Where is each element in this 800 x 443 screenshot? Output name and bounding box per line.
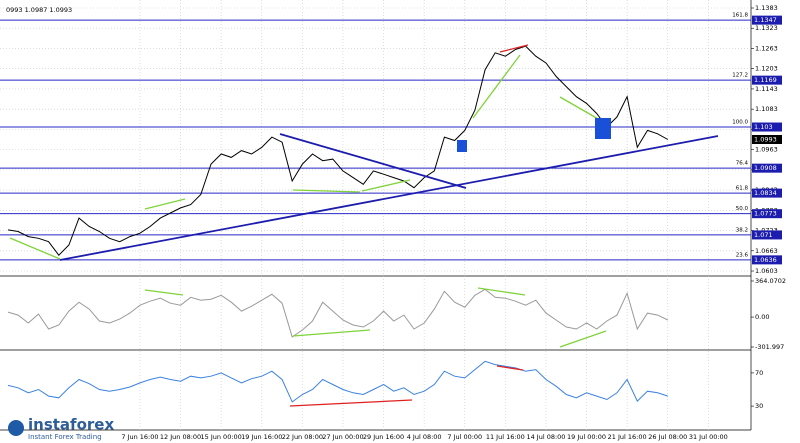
series-line [7, 360, 668, 403]
level-label: 38.2 [736, 227, 748, 233]
level-label: 161.8 [732, 13, 748, 19]
price-tag-label: 1.071 [754, 231, 773, 239]
divergence-line [499, 44, 529, 53]
x-tick-label: 19 Jun 16:00 [241, 433, 282, 441]
y-tick-label: 1.1083 [755, 105, 778, 113]
annotations [9, 44, 719, 407]
x-tick-label: 14 Jul 08:00 [526, 433, 565, 441]
header-text: 0993 1.0987 1.0993 [6, 6, 72, 14]
marker-box [595, 118, 611, 139]
divergence-line [477, 287, 526, 296]
level-label: 127.2 [732, 73, 748, 79]
x-tick-label: 11 Jul 16:00 [486, 433, 525, 441]
y-tick-label: 1.1143 [755, 85, 778, 93]
divergence-line [559, 330, 607, 348]
last-price-label: 1.0993 [754, 136, 777, 144]
x-tick-label: 31 Jul 00:00 [689, 433, 728, 441]
series-line [7, 288, 669, 338]
x-tick-label: 21 Jul 16:00 [608, 433, 647, 441]
x-tick-label: 12 Jun 08:00 [160, 433, 201, 441]
price-tag [752, 122, 782, 132]
x-tick-label: 7 Jun 16:00 [121, 433, 158, 441]
divergence-line [292, 189, 361, 193]
y-tick-label: 364.0702 [755, 277, 786, 285]
price-tag [752, 163, 782, 173]
divergence-line [144, 289, 184, 296]
logo: instaforex Instant Forex Trading [8, 416, 114, 441]
logo-name: instaforex [28, 416, 114, 434]
price-tag-label: 1.0773 [754, 210, 777, 218]
divergence-line [472, 54, 521, 119]
price-tag-label: 1.0834 [754, 189, 777, 197]
trend-line [279, 133, 467, 189]
level-label: 23.6 [736, 252, 749, 258]
divergence-line [292, 329, 371, 337]
price-tag [752, 75, 782, 85]
y-tick-label: 1.1323 [755, 24, 778, 32]
plot-area: 7 Jun 16:00 12 Jun 08:00 15 Jun 00:00 19 Ju… [0, 0, 786, 441]
x-tick-label: 29 Jun 16:00 [363, 433, 404, 441]
x-tick-label: 19 Jul 00:00 [567, 433, 606, 441]
y-tick-label: 1.0603 [755, 267, 778, 275]
y-tick-label: 1.1383 [755, 4, 778, 12]
x-tick-label: 4 Jul 08:00 [407, 433, 442, 441]
logo-icon [8, 420, 24, 436]
y-tick-label: 1.0963 [755, 146, 778, 154]
y-tick-label: 70 [755, 369, 763, 377]
x-tick-label: 7 Jul 00:00 [447, 433, 482, 441]
x-tick-label: 22 Jun 08:00 [282, 433, 323, 441]
x-tick-label: 15 Jun 00:00 [201, 433, 242, 441]
y-tick-label: 30 [755, 402, 763, 410]
price-tag [752, 209, 782, 219]
logo-tagline: Instant Forex Trading [28, 433, 102, 441]
last-price-tag [752, 135, 782, 144]
price-tag-label: 1.0636 [754, 256, 777, 264]
divergence-line [496, 365, 524, 371]
level-label: 76.4 [736, 161, 749, 167]
x-tick-label: 27 Jun 00:00 [322, 433, 363, 441]
y-tick-label: 1.0663 [755, 247, 778, 255]
series-line [7, 45, 669, 256]
price-tag-label: 1.1347 [754, 16, 777, 24]
level-label: 100.0 [732, 120, 748, 126]
divergence-line [559, 96, 601, 121]
price-tag-label: 1.1169 [754, 76, 777, 84]
price-tag [752, 230, 782, 240]
level-label: 61.8 [736, 186, 749, 192]
y-tick-label: 1.1263 [755, 44, 778, 52]
level-label: 50.0 [736, 206, 749, 212]
price-tag [752, 255, 782, 265]
y-tick-label: 0.00 [755, 313, 769, 321]
x-tick-label: 26 Jul 08:00 [648, 433, 687, 441]
price-tag-label: 1.103 [754, 123, 773, 131]
price-tag-label: 1.0908 [754, 164, 777, 172]
divergence-line [361, 179, 411, 192]
y-tick-label: -301.997 [755, 343, 784, 351]
divergence-line [144, 198, 186, 210]
price-tag [752, 188, 782, 198]
y-tick-label: 1.1203 [755, 65, 778, 73]
trend-line [59, 135, 719, 261]
marker-box [457, 140, 467, 152]
divergence-line [9, 237, 61, 260]
divergence-line [289, 399, 413, 407]
price-tag [752, 15, 782, 25]
